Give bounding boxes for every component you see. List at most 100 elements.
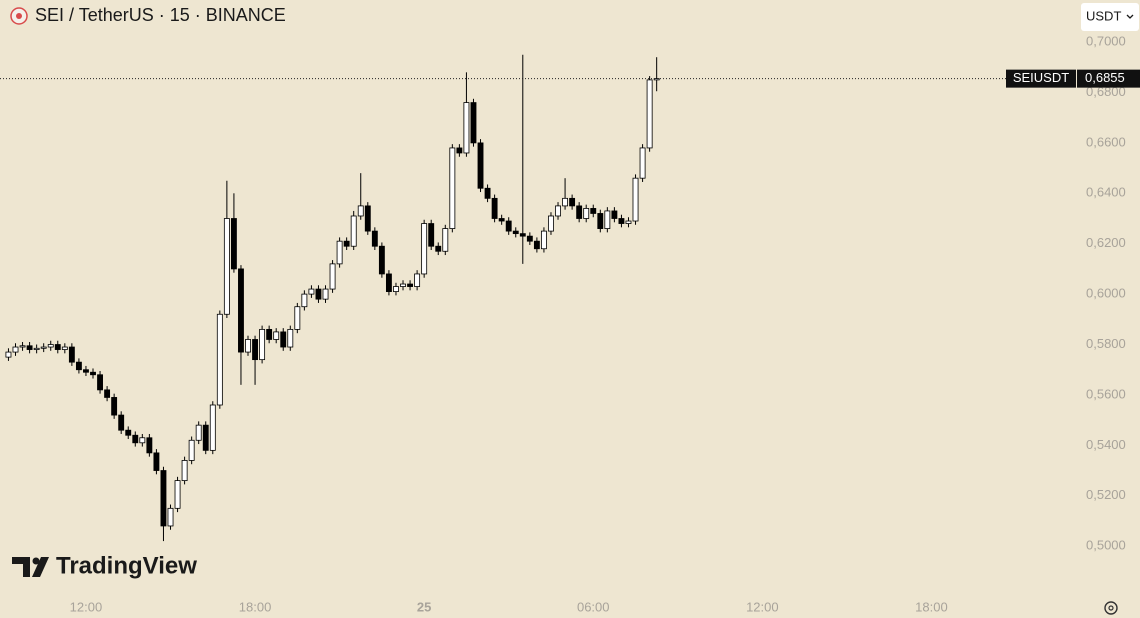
candle-body-down [54, 344, 61, 350]
candle-body-up [245, 339, 251, 353]
candle-body-down [343, 240, 350, 247]
y-tick-label: 0,6200 [1086, 235, 1126, 250]
candle-body-down [125, 429, 132, 436]
candle-body-down [364, 205, 371, 232]
candle-body-down [611, 210, 618, 219]
currency-label[interactable]: USDT [1086, 8, 1121, 23]
candle-body-up [329, 263, 336, 290]
candle-body-down [160, 470, 167, 527]
candle-body-up [167, 507, 174, 527]
y-tick-label: 0,5800 [1086, 336, 1126, 351]
chart-title: SEI / TetherUS · 15 · BINANCE [35, 5, 286, 25]
candle-body-up [174, 480, 181, 509]
candle-body-up [400, 283, 406, 287]
candle-body-down [118, 414, 125, 431]
candle-body-down [238, 268, 244, 353]
candle-body-down [470, 102, 477, 144]
candle-body-up [421, 223, 428, 275]
candle-body-up [181, 460, 188, 482]
candle-body-down [280, 331, 287, 348]
candle-body-down [97, 374, 103, 391]
logo-dot [32, 557, 40, 565]
currency-button[interactable] [1081, 3, 1139, 31]
candle-body-down [590, 208, 597, 214]
y-tick-label: 0,5600 [1086, 386, 1126, 401]
symbol-tag-label: SEIUSDT [1013, 70, 1069, 85]
y-tick-label: 0,5200 [1086, 487, 1126, 502]
candle-body-down [371, 230, 378, 247]
settings-core[interactable] [1108, 605, 1114, 611]
candle-body-up [548, 215, 554, 232]
symbol-icon-dot [16, 13, 22, 19]
candle-body-down [597, 213, 604, 229]
candle-body-down [153, 452, 160, 471]
symbol-tag [1006, 69, 1076, 88]
candle-body-up [357, 205, 364, 217]
y-tick-label: 0,6400 [1086, 185, 1126, 200]
candle-body-up [5, 351, 12, 358]
settings-icon[interactable] [1104, 601, 1118, 615]
candle-body-down [407, 283, 413, 287]
candle-body-up [646, 79, 653, 149]
candle-body-down [569, 197, 576, 207]
candle-body-up [562, 197, 569, 207]
candle-body-down [230, 218, 237, 270]
candle-body-down [512, 230, 519, 235]
candle-body-up [12, 346, 19, 353]
candle-body-down [385, 273, 392, 292]
y-tick-label: 0,5000 [1086, 538, 1126, 553]
candle-body-up [639, 147, 646, 179]
candle-body-down [498, 218, 505, 222]
candle-body-up [19, 345, 26, 348]
x-tick-label: 12:00 [746, 599, 779, 614]
candle-body-up [216, 313, 223, 406]
candle-body-up [47, 344, 54, 348]
candle-body-down [519, 233, 526, 237]
y-tick-label: 0,6800 [1086, 84, 1126, 99]
candle-body-down [132, 434, 139, 444]
candle-body-up [195, 424, 202, 441]
x-tick-label: 18:00 [915, 599, 948, 614]
candle-body-up [442, 228, 449, 252]
x-tick-label: 06:00 [577, 599, 610, 614]
candle-body-up [632, 177, 639, 222]
candle-body-up [294, 306, 301, 330]
candle-body-up [625, 220, 632, 224]
candle-body-up [393, 286, 399, 292]
watermark-logo [12, 557, 49, 577]
candle-body-down [505, 220, 512, 232]
candle-body-up [301, 293, 308, 308]
candle-body-up [139, 437, 146, 444]
logo-slash [32, 557, 49, 577]
candle-body-down [428, 223, 435, 247]
dropdown-arrow[interactable] [1126, 14, 1134, 19]
candle-body-up [308, 288, 315, 295]
candle-body-up [583, 208, 590, 219]
candle-body-up [336, 240, 343, 265]
candle-body-down [75, 361, 82, 371]
logo-mark [12, 557, 30, 577]
candle-body-up [350, 215, 357, 247]
candle-body-down [533, 240, 540, 250]
x-tick-label: 12:00 [70, 599, 103, 614]
candle-body-up [414, 273, 421, 287]
candle-body-down [83, 369, 89, 373]
candle-body-up [463, 102, 470, 154]
candle-body-down [477, 142, 484, 189]
candle-body-up [540, 230, 547, 250]
candle-body-down [90, 371, 96, 376]
candle-body-down [484, 187, 491, 199]
candle-body-up [653, 78, 660, 81]
candle-body-up [287, 328, 294, 348]
candle-body-up [61, 346, 68, 350]
candle-body-up [604, 210, 611, 229]
candle-body-up [555, 205, 561, 217]
candles [5, 54, 660, 542]
candle-body-down [111, 397, 118, 416]
candle-body-down [252, 339, 258, 361]
y-tick-label: 0,5400 [1086, 437, 1126, 452]
candle-body-up [259, 328, 266, 361]
settings-ring[interactable] [1104, 601, 1118, 615]
